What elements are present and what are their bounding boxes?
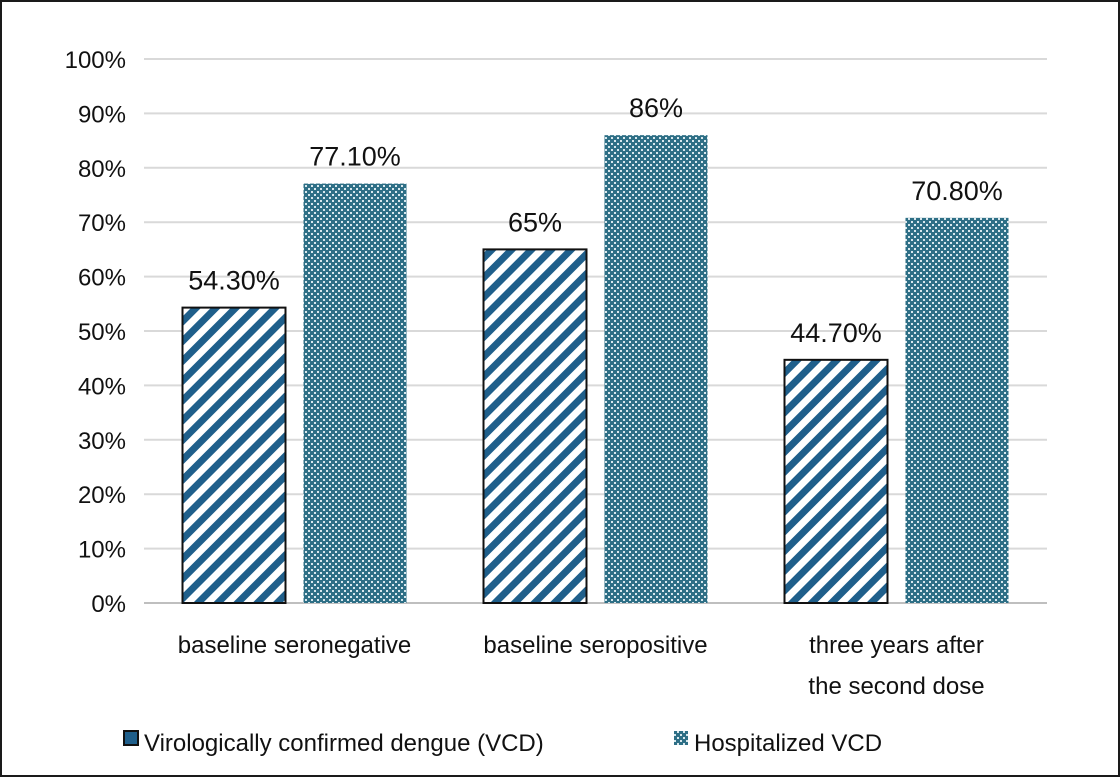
bar-hospitalized (604, 135, 708, 603)
y-tick-label: 10% (78, 537, 126, 564)
y-tick-label: 40% (78, 373, 126, 400)
legend: Virologically confirmed dengue (VCD) Hos… (123, 730, 882, 757)
data-label: 86% (629, 93, 683, 123)
y-tick-label: 90% (78, 101, 126, 128)
bars (181, 135, 1009, 604)
x-axis-labels: baseline seronegative baseline seropositi… (178, 632, 985, 700)
data-label: 54.30% (188, 266, 280, 296)
y-tick-label: 100% (65, 47, 126, 74)
x-axis-label: baseline seronegative (178, 632, 412, 659)
gridlines (144, 58, 1047, 604)
y-tick-label: 50% (78, 319, 126, 346)
y-tick-label: 0% (91, 591, 126, 618)
data-label: 44.70% (790, 318, 882, 348)
y-axis-ticks: 0% 10% 20% 30% 40% 50% 60% 70% 80% 90% 100% (65, 47, 126, 618)
data-label: 77.10% (309, 142, 401, 172)
data-labels: 54.30% 77.10% 65% 86% 44.70% 70.80% (188, 93, 1003, 348)
y-tick-label: 70% (78, 210, 126, 237)
legend-swatch-vcd (123, 730, 139, 746)
x-axis-label: the second dose (808, 673, 984, 700)
y-tick-label: 80% (78, 156, 126, 183)
legend-swatch-hospitalized (674, 731, 688, 745)
bar-hospitalized (905, 217, 1009, 603)
legend-label-hospitalized: Hospitalized VCD (694, 730, 882, 757)
y-tick-label: 60% (78, 265, 126, 292)
bar-vcd (181, 306, 287, 604)
x-axis-label: baseline seropositive (483, 632, 707, 659)
y-tick-label: 30% (78, 428, 126, 455)
bar-vcd (783, 358, 889, 604)
data-label: 65% (508, 207, 562, 237)
bar-hospitalized (303, 183, 407, 604)
data-label: 70.80% (911, 176, 1003, 206)
legend-label-vcd: Virologically confirmed dengue (VCD) (144, 730, 544, 757)
y-tick-label: 20% (78, 482, 126, 509)
x-axis-label: three years after (809, 632, 984, 659)
bar-vcd (482, 248, 588, 604)
